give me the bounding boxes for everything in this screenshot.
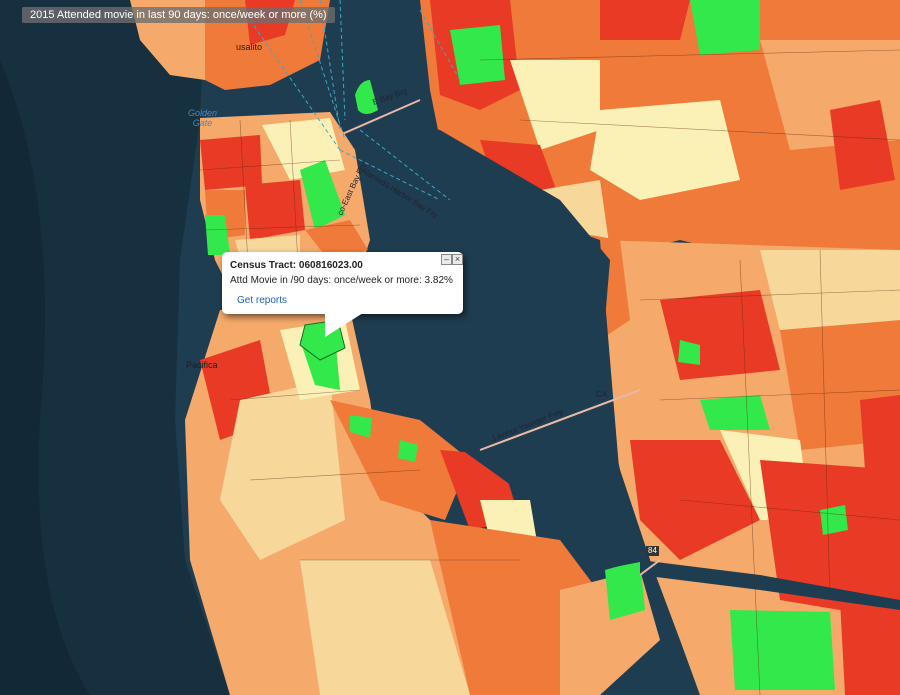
layer-title: 2015 Attended movie in last 90 days: onc… — [22, 7, 335, 23]
popup-title: Census Tract: 060816023.00 — [230, 260, 363, 271]
minimize-icon[interactable]: – — [441, 254, 452, 265]
peninsula-tracts — [185, 310, 660, 695]
bridges-ferries — [249, 0, 661, 576]
south-east-bay-tracts — [560, 230, 900, 695]
label-sausalito: usalito — [236, 42, 263, 52]
info-popup: Census Tract: 060816023.00 Attd Movie in… — [222, 252, 463, 314]
get-reports-link[interactable]: Get reports — [237, 295, 288, 306]
popup-pointer — [325, 313, 363, 337]
close-icon[interactable]: × — [452, 254, 463, 265]
label-pacifica: Pacifica — [186, 360, 218, 370]
ocean — [0, 0, 230, 695]
label-ca: CA — [596, 390, 608, 399]
popup-body: Attd Movie in /90 days: once/week or mor… — [230, 275, 453, 286]
bay-channel — [350, 110, 650, 560]
label-golden-gate: Golden Gate — [188, 108, 218, 128]
south-bay-strait — [640, 560, 900, 610]
route-84-shield: 84 — [646, 546, 659, 556]
tract-boundaries — [199, 49, 900, 695]
ocean-deep — [0, 60, 90, 695]
